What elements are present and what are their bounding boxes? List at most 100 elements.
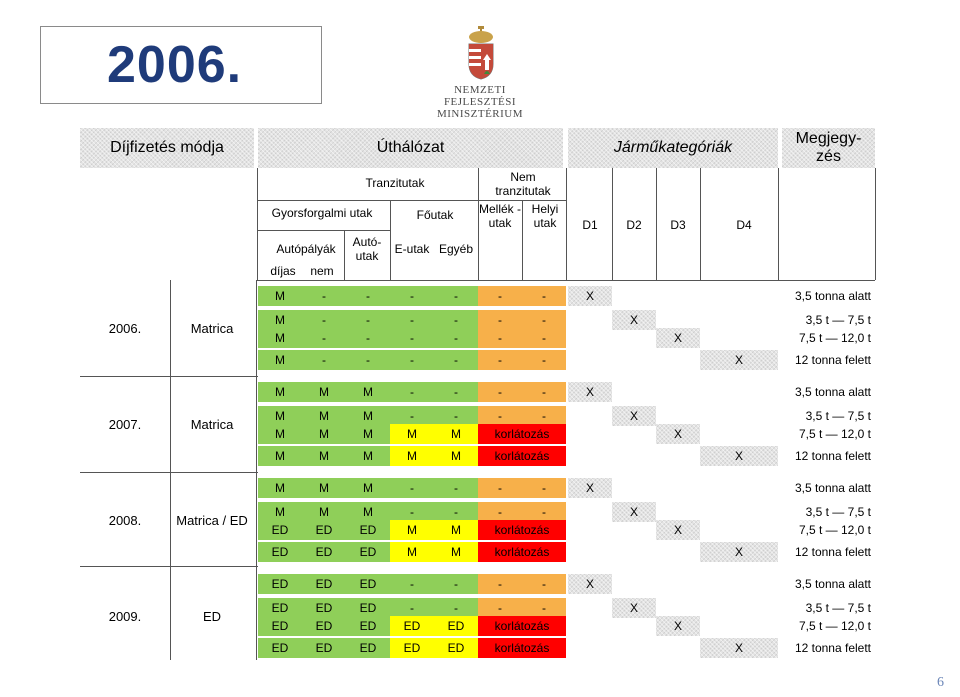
table-cell: ED: [258, 574, 302, 594]
d1-header: D1: [582, 218, 598, 232]
table-cell: M: [434, 542, 478, 562]
table-cell: ED: [258, 598, 302, 618]
table-row: M M M - - - - X 3,5 t — 7,5 t: [258, 406, 875, 426]
category-cell-d1: X: [568, 574, 612, 594]
table-cell: M: [258, 478, 302, 498]
category-cell-d4: [700, 616, 778, 636]
d4-header: D4: [736, 218, 752, 232]
category-cell-d1: [568, 310, 612, 330]
table-cell: ED: [302, 542, 346, 562]
remark-cell: 3,5 t — 7,5 t: [805, 313, 871, 327]
payment-mode-cell: ED: [202, 608, 222, 624]
table-cell: -: [434, 310, 478, 330]
table-cell: korlátozás: [478, 520, 566, 540]
table-cell: M: [390, 424, 434, 444]
coat-of-arms-icon: [468, 26, 494, 80]
table-cell: ED: [434, 638, 478, 658]
category-cell-d1: [568, 424, 612, 444]
table-cell: M: [346, 478, 390, 498]
table-cell: M: [258, 406, 302, 426]
table-cell: ED: [390, 616, 434, 636]
category-cell-d2: [612, 478, 656, 498]
d2-header: D2: [626, 218, 642, 232]
category-cell-d4: [700, 382, 778, 402]
road-network-header: Úthálózat: [258, 128, 563, 168]
table-cell: -: [390, 328, 434, 348]
table-cell: -: [390, 574, 434, 594]
table-row: ED ED ED ED ED korlátozás X 12 tonna felett: [258, 638, 875, 658]
category-cell-d3: [656, 350, 700, 370]
remark-cell: 7,5 t — 12,0 t: [798, 427, 871, 441]
category-cell-d1: [568, 542, 612, 562]
category-cell-d4: [700, 520, 778, 540]
remark-cell: 3,5 tonna alatt: [794, 577, 871, 591]
category-cell-d2: X: [612, 598, 656, 618]
category-cell-d4: X: [700, 638, 778, 658]
category-cell-d2: X: [612, 406, 656, 426]
table-cell: korlátozás: [478, 424, 566, 444]
table-cell: -: [390, 478, 434, 498]
vehicle-categories-header: Járműkategóriák: [568, 128, 778, 168]
category-cell-d1: X: [568, 286, 612, 306]
category-cell-d1: [568, 446, 612, 466]
table-cell: -: [302, 310, 346, 330]
category-cell-d3: X: [656, 328, 700, 348]
remark-cell: 3,5 tonna alatt: [794, 289, 871, 303]
category-cell-d4: [700, 328, 778, 348]
category-cell-d1: [568, 638, 612, 658]
category-cell-d2: [612, 286, 656, 306]
category-cell-d4: [700, 502, 778, 522]
category-cell-d3: [656, 502, 700, 522]
category-cell-d2: [612, 542, 656, 562]
table-cell: M: [258, 424, 302, 444]
expressways-label: Gyorsforgalmi utak: [271, 206, 373, 220]
table-cell: M: [390, 542, 434, 562]
table-cell: -: [434, 350, 478, 370]
table-cell: ED: [390, 638, 434, 658]
category-cell-d2: X: [612, 502, 656, 522]
year-cell: 2009.: [108, 608, 142, 624]
table-row: M - - - - - - X 3,5 tonna alatt: [258, 286, 875, 306]
category-cell-d4: X: [700, 350, 778, 370]
motorways-label: Autópályák: [276, 242, 336, 256]
category-cell-d4: [700, 310, 778, 330]
category-cell-d2: X: [612, 310, 656, 330]
toll-label: díjas: [270, 264, 296, 278]
table-cell: -: [478, 574, 522, 594]
category-cell-d3: X: [656, 520, 700, 540]
table-cell: ED: [302, 616, 346, 636]
category-cell-d4: [700, 286, 778, 306]
category-cell-d2: [612, 350, 656, 370]
table-row: ED ED ED ED ED korlátozás X 7,5 t — 12,0 t: [258, 616, 875, 636]
table-cell: -: [390, 382, 434, 402]
table-cell: -: [478, 478, 522, 498]
remark-cell: 12 tonna felett: [794, 449, 871, 463]
payment-mode-cell: Matrica: [190, 320, 234, 336]
payment-mode-cell: Matrica: [190, 416, 234, 432]
page-title: 2006.: [107, 36, 243, 94]
transit-roads-label: Tranzitutak: [365, 176, 425, 190]
table-cell: ED: [346, 574, 390, 594]
nontransit-roads-label: Nem tranzitutak: [495, 170, 551, 198]
table-cell: -: [478, 502, 522, 522]
table-cell: ED: [346, 598, 390, 618]
category-cell-d1: X: [568, 478, 612, 498]
table-cell: -: [390, 286, 434, 306]
table-cell: -: [522, 598, 566, 618]
table-cell: -: [346, 328, 390, 348]
table-cell: M: [434, 446, 478, 466]
table-row: M M M - - - - X 3,5 t — 7,5 t: [258, 502, 875, 522]
table-cell: -: [434, 502, 478, 522]
table-cell: M: [346, 424, 390, 444]
table-cell: M: [302, 502, 346, 522]
remark-cell: 3,5 tonna alatt: [794, 385, 871, 399]
table-cell: ED: [434, 616, 478, 636]
table-cell: -: [346, 286, 390, 306]
table-cell: ED: [258, 616, 302, 636]
table-cell: M: [434, 520, 478, 540]
table-cell: -: [522, 310, 566, 330]
table-cell: M: [258, 382, 302, 402]
table-cell: -: [302, 350, 346, 370]
